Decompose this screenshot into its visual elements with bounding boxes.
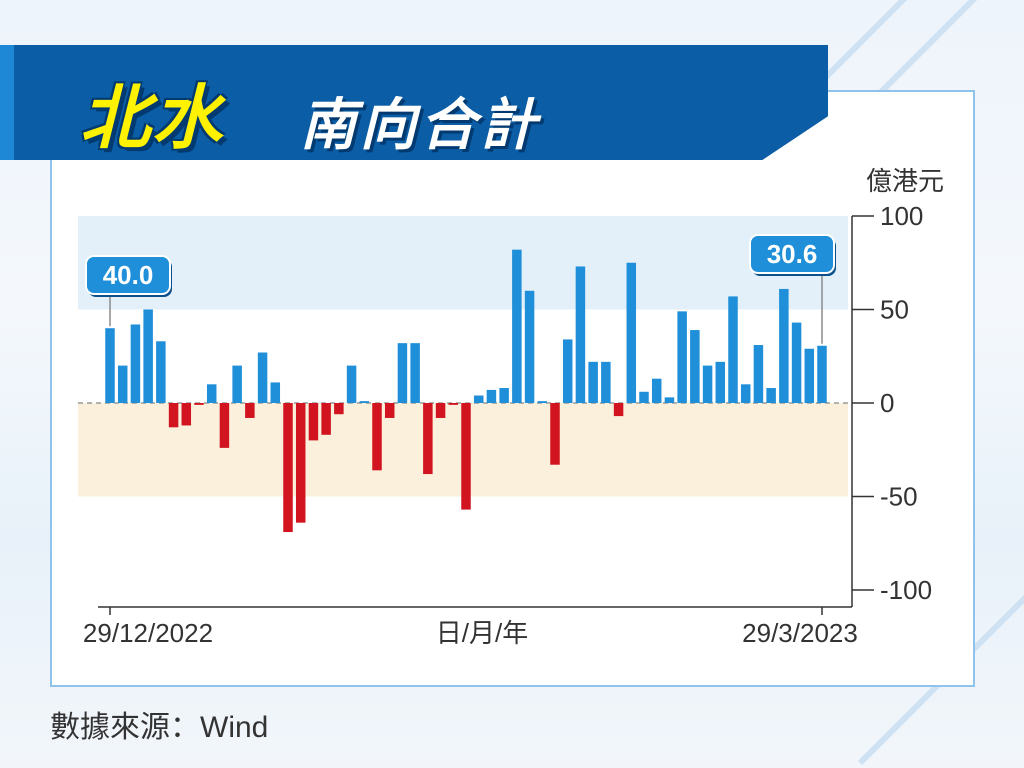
- bar: [473, 395, 484, 403]
- bar: [181, 403, 192, 426]
- title-main: 北水: [80, 79, 224, 157]
- bar: [664, 397, 675, 403]
- bar: [601, 361, 611, 403]
- bar: [397, 343, 408, 403]
- bar: [448, 403, 459, 405]
- title-sub: 南向合計: [300, 93, 540, 156]
- bar: [626, 262, 637, 403]
- bar: [817, 345, 827, 403]
- y-tick-label: 0: [880, 388, 894, 418]
- bar: [232, 365, 242, 403]
- x-start-tick-label: 29/12/2022: [83, 618, 213, 648]
- callout-label: 30.6: [767, 239, 818, 269]
- bar: [219, 403, 230, 448]
- bar: [575, 266, 586, 403]
- bar: [613, 403, 624, 417]
- x-end-tick-label: 29/3/2023: [742, 618, 858, 648]
- bar: [410, 343, 420, 403]
- bar: [791, 322, 802, 403]
- bar: [372, 403, 382, 471]
- bar: [702, 365, 713, 403]
- bar: [245, 403, 255, 418]
- bar: [359, 401, 370, 403]
- bar: [105, 328, 115, 403]
- bar: [677, 311, 687, 403]
- bar: [308, 403, 319, 441]
- callout-label: 40.0: [103, 260, 154, 290]
- bar: [651, 378, 662, 403]
- bar: [295, 403, 306, 523]
- bar: [588, 361, 598, 403]
- bar: [804, 348, 815, 403]
- bar: [423, 403, 433, 475]
- bar: [194, 403, 204, 405]
- bar: [639, 391, 649, 403]
- bar: [524, 290, 535, 403]
- bar: [346, 365, 357, 403]
- bar: [550, 403, 560, 465]
- bar: [270, 382, 281, 403]
- bar: [283, 403, 293, 533]
- x-axis-label: 日/月/年: [436, 618, 528, 648]
- bar: [206, 384, 217, 403]
- title-banner-accent: [0, 45, 14, 160]
- bar: [753, 345, 764, 403]
- y-tick-label: -100: [880, 575, 932, 605]
- bar: [117, 365, 128, 403]
- bar: [779, 288, 789, 403]
- bar: [321, 403, 331, 435]
- title-banner: [8, 45, 828, 160]
- bar: [562, 339, 573, 403]
- bar: [384, 403, 395, 418]
- bar: [766, 388, 776, 403]
- bar: [537, 401, 548, 403]
- y-axis-label: 億港元: [866, 166, 944, 196]
- bar: [130, 324, 141, 403]
- bar: [461, 403, 471, 510]
- callout-box: [749, 234, 835, 274]
- bar: [257, 352, 268, 403]
- bar: [486, 389, 497, 403]
- bar: [168, 403, 179, 428]
- y-tick-label: -50: [880, 482, 918, 512]
- bar: [435, 403, 446, 418]
- bar: [512, 249, 522, 403]
- y-tick-label: 100: [880, 201, 923, 231]
- bar: [156, 341, 166, 403]
- shaded-band: [78, 216, 848, 310]
- callout-box: [85, 255, 171, 295]
- bar: [334, 403, 344, 415]
- bar: [143, 309, 153, 403]
- source-note: 數據來源：Wind: [50, 711, 269, 744]
- bar: [499, 388, 509, 403]
- y-tick-label: 50: [880, 295, 909, 325]
- bar: [740, 384, 751, 403]
- bar: [715, 361, 726, 403]
- bar: [728, 296, 738, 403]
- bar: [690, 330, 700, 403]
